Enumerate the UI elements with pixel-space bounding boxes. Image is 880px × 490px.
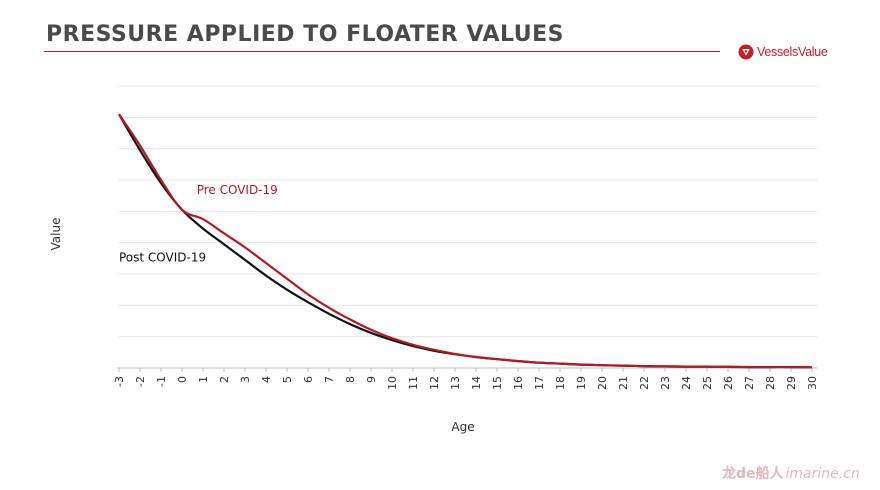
- x-tick-label: 3: [239, 376, 252, 383]
- title-underline: [44, 51, 720, 52]
- x-tick-label: 26: [722, 376, 735, 390]
- chart-title: PRESSURE APPLIED TO FLOATER VALUES: [46, 22, 564, 47]
- x-tick-label: 9: [365, 376, 378, 383]
- series-line-pre-covid-19: [118, 113, 813, 369]
- series-label-pre-covid-19: Pre COVID-19: [197, 183, 278, 197]
- watermark: 龙de船人 imarine.cn: [722, 463, 860, 483]
- x-tick-label: 29: [785, 376, 798, 390]
- x-tick-label: 19: [575, 376, 588, 390]
- x-tick-label: 15: [491, 376, 504, 390]
- x-tick-label: 28: [764, 376, 777, 390]
- series-label-post-covid-19: Post COVID-19: [119, 250, 206, 264]
- x-tick-label: 4: [260, 376, 273, 383]
- x-tick-label: 21: [617, 376, 630, 390]
- x-axis-label: Age: [451, 420, 474, 434]
- x-tick-label: 13: [449, 376, 462, 390]
- x-tick-label: 2: [218, 376, 231, 383]
- x-tick-label: 22: [638, 376, 651, 390]
- y-axis-label: Value: [49, 218, 63, 251]
- x-tick-label: 25: [701, 376, 714, 390]
- x-tick-label: 6: [302, 376, 315, 383]
- watermark-url-text: imarine.cn: [785, 466, 860, 482]
- brand-logo: VesselsValue: [738, 44, 828, 60]
- x-tick-label: 27: [743, 376, 756, 390]
- chart-gridlines: [117, 85, 817, 369]
- x-tick-label: 14: [470, 376, 483, 390]
- x-tick-label: 10: [386, 376, 399, 390]
- vesselsvalue-logo-icon: [738, 44, 754, 60]
- x-tick-label: 8: [344, 376, 357, 383]
- x-tick-label: 12: [428, 376, 441, 390]
- x-tick-label: -3: [113, 376, 126, 387]
- x-tick-label: 0: [176, 376, 189, 383]
- x-tick-label: 20: [596, 376, 609, 390]
- x-tick-label: 18: [554, 376, 567, 390]
- x-tick-label: 11: [407, 376, 420, 390]
- chart-series: [118, 113, 813, 369]
- x-axis-ticks: -3 -2 -1 0 1 2 3 4 5 6 7 8 9 10 11 12 13 14 15 16 17 18 19 20 21…: [113, 368, 819, 390]
- x-tick-label: 7: [323, 376, 336, 383]
- x-tick-label: 16: [512, 376, 525, 390]
- x-tick-label: -2: [134, 376, 147, 387]
- watermark-cn-text: 龙de船人: [722, 466, 784, 482]
- logo-text: VesselsValue: [757, 45, 828, 59]
- x-tick-label: 24: [680, 376, 693, 390]
- x-tick-label: 23: [659, 376, 672, 390]
- series-labels: Pre COVID-19 Post COVID-19: [119, 183, 278, 264]
- x-tick-label: 30: [806, 376, 819, 390]
- x-tick-label: 5: [281, 376, 294, 383]
- series-line-post-covid-19: [118, 113, 813, 369]
- x-tick-label: -1: [155, 376, 168, 387]
- x-tick-label: 1: [197, 376, 210, 383]
- x-tick-label: 17: [533, 376, 546, 390]
